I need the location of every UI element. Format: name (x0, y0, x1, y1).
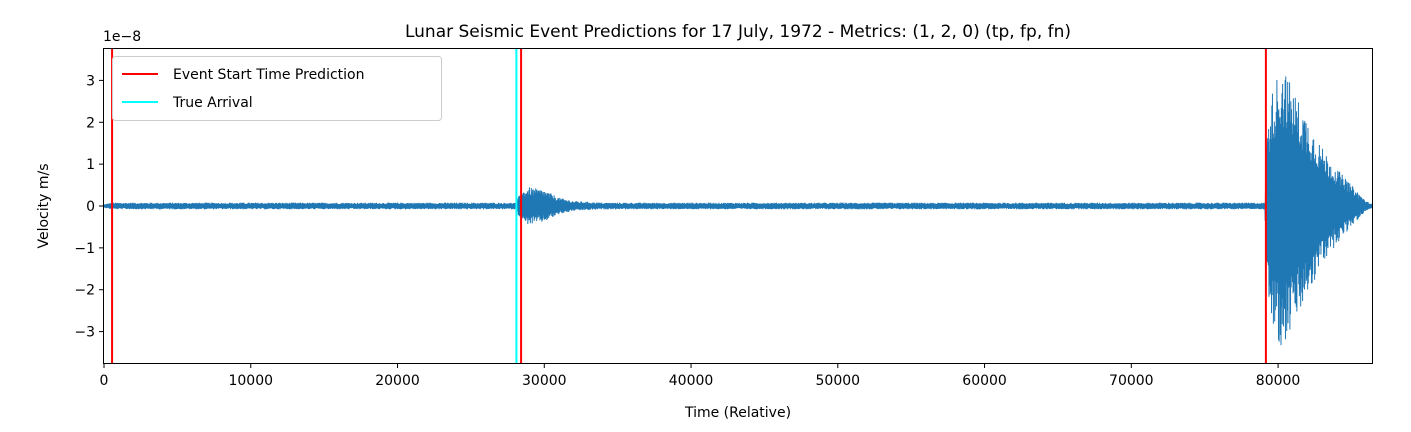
legend-label-prediction: Event Start Time Prediction (173, 67, 364, 83)
y-tick-label: 2 (86, 115, 95, 131)
y-tick-label: 3 (86, 73, 95, 89)
x-tick-label: 30000 (522, 373, 567, 389)
y-tick-label: −2 (74, 283, 95, 299)
legend-label-true-arrival: True Arrival (172, 95, 253, 111)
x-tick-label: 80000 (1256, 373, 1301, 389)
x-tick-label: 50000 (816, 373, 861, 389)
plot-frame (103, 48, 1373, 364)
legend-box (112, 56, 442, 121)
y-tick-label: 0 (86, 199, 95, 215)
x-tick-label: 20000 (375, 373, 420, 389)
x-axis-label: Time (Relative) (684, 405, 791, 421)
x-tick-label: 40000 (669, 373, 714, 389)
y-axis-label: Velocity m/s (36, 163, 52, 248)
y-tick-label: 1 (86, 157, 95, 173)
x-tick-label: 60000 (962, 373, 1007, 389)
y-offset-label: 1e−8 (103, 29, 141, 45)
x-tick-label: 10000 (228, 373, 273, 389)
y-tick-label: −1 (74, 241, 95, 257)
x-tick-label: 0 (100, 373, 109, 389)
y-tick-label: −3 (74, 325, 95, 341)
chart-title: Lunar Seismic Event Predictions for 17 J… (405, 22, 1071, 42)
x-tick-label: 70000 (1109, 373, 1154, 389)
waveform-series (103, 76, 1373, 346)
y-axis-ticks: −3 −2 −1 0 1 2 3 (74, 73, 104, 341)
axes: 0 10000 20000 30000 40000 50000 60000 70000 8000… (74, 73, 1300, 389)
waveform-line (103, 76, 1373, 346)
legend: Event Start Time Prediction True Arrival (112, 56, 442, 121)
